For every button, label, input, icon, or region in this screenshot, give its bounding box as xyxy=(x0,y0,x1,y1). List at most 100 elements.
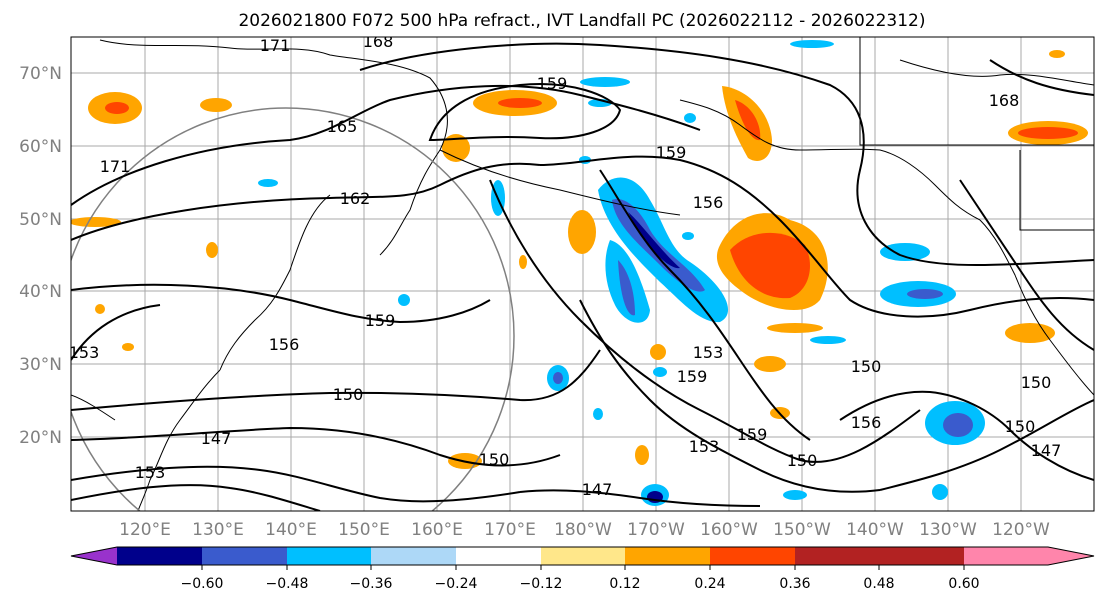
contour-label: 150 xyxy=(333,385,364,404)
colorbar-segment xyxy=(625,547,710,565)
contour-label: 159 xyxy=(656,143,687,162)
positive-anomaly-patch xyxy=(730,232,810,299)
lat-label: 60°N xyxy=(19,137,62,157)
lon-label: 120°W xyxy=(992,520,1050,540)
negative-anomaly-patch xyxy=(932,484,948,500)
colorbar-tick-label: −0.24 xyxy=(435,576,478,592)
positive-anomaly-patch xyxy=(498,98,542,108)
colorbar: −0.60 −0.48 −0.36 −0.24 −0.12 0.12 0.24 … xyxy=(70,546,1095,592)
negative-anomaly-patch xyxy=(783,490,807,500)
negative-anomaly-patch xyxy=(943,413,973,437)
coastlines xyxy=(71,37,1094,511)
positive-anomaly-patch xyxy=(71,217,121,227)
lon-label: 160°E xyxy=(411,520,463,540)
positive-anomaly-patch xyxy=(200,98,232,112)
contour-label: 147 xyxy=(1031,441,1062,460)
contour-label: 150 xyxy=(1021,373,1052,392)
positive-anomaly-patch xyxy=(1005,323,1055,343)
negative-anomaly-patch xyxy=(810,336,846,344)
ivt-shading xyxy=(71,40,1088,506)
contour-label: 150 xyxy=(787,451,818,470)
lon-label: 160°W xyxy=(700,520,758,540)
contour-label: 162 xyxy=(340,189,371,208)
contour-label: 159 xyxy=(737,425,768,444)
contour-label: 171 xyxy=(260,36,291,55)
landfall-radius-circle xyxy=(71,107,515,511)
colorbar-tick-label: 0.12 xyxy=(609,576,640,592)
colorbar-extend-left xyxy=(71,547,117,565)
contour-labels: 171 168 159 165 162 171 159 156 159 156 … xyxy=(69,36,1062,499)
positive-anomaly-patch xyxy=(122,343,134,351)
negative-anomaly-patch xyxy=(628,212,680,269)
contour-label: 156 xyxy=(693,193,724,212)
lon-label: 170°W xyxy=(627,520,685,540)
lat-label: 50°N xyxy=(19,210,62,230)
map-panel: 171 168 159 165 162 171 159 156 159 156 … xyxy=(69,36,1094,511)
colorbar-tick-label: −0.48 xyxy=(266,576,309,592)
negative-anomaly-patch xyxy=(618,260,635,316)
contour-label: 153 xyxy=(69,343,100,362)
figure-title: 2026021800 F072 500 hPa refract., IVT La… xyxy=(238,11,925,31)
lon-label: 120°E xyxy=(119,520,171,540)
contour-label: 153 xyxy=(693,343,724,362)
lon-label: 150°E xyxy=(338,520,390,540)
lon-label: 170°E xyxy=(484,520,536,540)
contour-label: 150 xyxy=(851,357,882,376)
negative-anomaly-patch xyxy=(593,408,603,420)
colorbar-segment xyxy=(456,547,541,565)
positive-anomaly-patch xyxy=(650,344,666,360)
positive-anomaly-patch xyxy=(105,102,129,114)
positive-anomaly-patch xyxy=(519,255,527,269)
contour-label: 156 xyxy=(269,335,300,354)
contour-label: 159 xyxy=(365,311,396,330)
positive-anomaly-patch xyxy=(635,445,649,465)
lat-label: 30°N xyxy=(19,355,62,375)
lon-label: 130°W xyxy=(919,520,977,540)
colorbar-tick-label: −0.12 xyxy=(520,576,563,592)
contour-label: 159 xyxy=(537,74,568,93)
contour-label: 147 xyxy=(582,480,613,499)
contour-label: 147 xyxy=(201,429,232,448)
negative-anomaly-patch xyxy=(880,243,930,261)
contour-label: 168 xyxy=(989,91,1020,110)
lat-label: 20°N xyxy=(19,428,62,448)
contour-label: 153 xyxy=(689,437,720,456)
positive-anomaly-patch xyxy=(754,356,786,372)
lon-label: 130°E xyxy=(192,520,244,540)
negative-anomaly-patch xyxy=(553,372,563,384)
negative-anomaly-patch xyxy=(684,113,696,123)
colorbar-segment xyxy=(287,547,371,565)
colorbar-tick-label: 0.60 xyxy=(948,576,979,592)
positive-anomaly-patch xyxy=(735,100,761,141)
map-border xyxy=(70,36,1095,512)
lat-label: 70°N xyxy=(19,64,62,84)
colorbar-tick-label: 0.48 xyxy=(863,576,894,592)
lon-label: 180°W xyxy=(554,520,612,540)
colorbar-segment xyxy=(879,547,964,565)
positive-anomaly-patch xyxy=(1049,50,1065,58)
positive-anomaly-patch xyxy=(1018,127,1078,139)
colorbar-segment xyxy=(795,547,879,565)
negative-anomaly-patch xyxy=(580,77,630,87)
contour-label: 171 xyxy=(100,157,131,176)
contour-label: 150 xyxy=(1005,417,1036,436)
negative-anomaly-patch xyxy=(398,294,410,306)
contour-label: 156 xyxy=(851,413,882,432)
colorbar-tick-label: −0.60 xyxy=(181,576,224,592)
negative-anomaly-patch xyxy=(790,40,834,48)
latitude-labels: 70°N 60°N 50°N 40°N 30°N 20°N xyxy=(19,64,62,448)
negative-anomaly-patch xyxy=(653,367,667,377)
refractivity-contours xyxy=(71,42,1094,511)
colorbar-tick-label: −0.36 xyxy=(350,576,393,592)
colorbar-tick-label: 0.36 xyxy=(779,576,810,592)
contour-label: 150 xyxy=(479,450,510,469)
colorbar-outline xyxy=(70,546,1095,566)
contour-label: 153 xyxy=(135,463,166,482)
lon-label: 140°E xyxy=(265,520,317,540)
colorbar-segment xyxy=(117,547,202,565)
colorbar-tick-label: 0.24 xyxy=(694,576,725,592)
colorbar-ticks xyxy=(201,565,965,570)
longitude-labels: 120°E 130°E 140°E 150°E 160°E 170°E 180°… xyxy=(119,520,1050,540)
lon-label: 140°W xyxy=(846,520,904,540)
